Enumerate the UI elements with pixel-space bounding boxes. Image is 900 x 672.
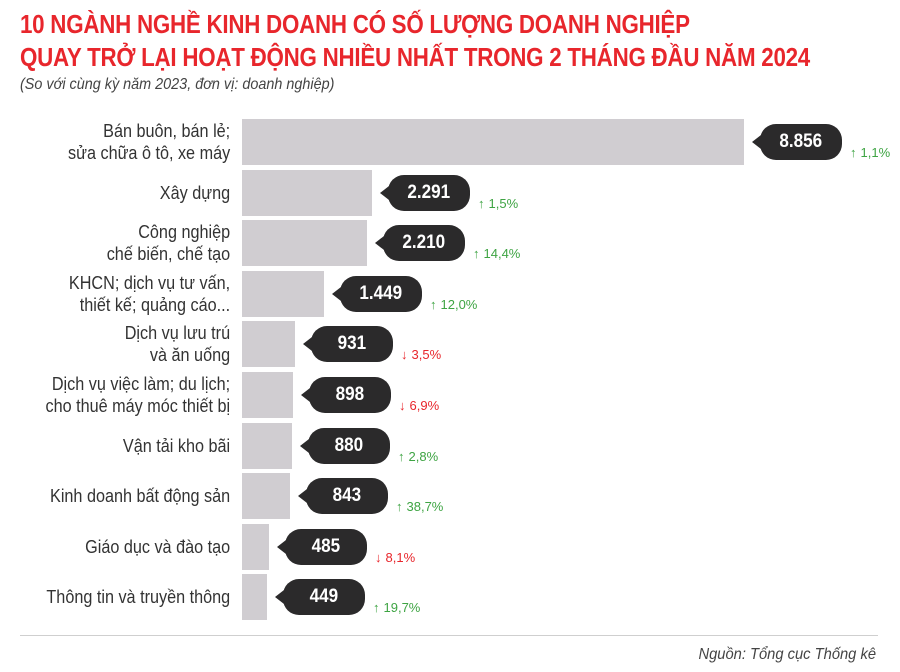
value-bubble: 485 [277,528,367,565]
value-label: 449 [309,586,339,608]
bar [242,169,372,216]
value-bubble: 898 [301,377,391,413]
value-label: 880 [334,434,364,456]
bar-row: Giáo dục và đào tạo 485 ↓ 8,1% [0,523,900,570]
value-bubble: 2.291 [380,174,470,211]
category-label: Công nghiệp chế biến, chế tạo [93,220,230,266]
bar [242,220,367,267]
value-label: 931 [337,333,367,355]
value-label: 8.856 [779,131,823,152]
value-label: 843 [332,485,362,507]
bar-row: Bán buôn, bán lẻ; sửa chữa ô tô, xe máy 8… [0,119,900,165]
value-bubble: 2.210 [375,225,465,262]
category-label-text: Thông tin và truyền thông [46,587,230,608]
arrow-down-icon: ↓ [399,398,406,413]
bar [242,270,324,317]
category-label-text: Dịch vụ việc làm; du lịch; cho thuê máy … [45,374,230,416]
category-label-text: Kinh doanh bất động sản [49,486,230,507]
bar [242,473,290,520]
category-label-text: Dịch vụ lưu trú và ăn uống [124,323,230,366]
arrow-up-icon: ↑ [478,195,485,211]
bar-row: Dịch vụ lưu trú và ăn uống 931 ↓ 3,5% [0,321,900,368]
change-percent: 3,5% [411,347,442,363]
bar [242,422,292,469]
change-indicator: ↓ 6,9% [399,398,439,413]
change-indicator: ↑ 19,7% [373,600,420,615]
change-indicator: ↑ 1,1% [850,145,890,160]
category-label-text: KHCN; dịch vụ tư vấn, thiết kế; quảng cá… [68,272,230,315]
change-percent: 1,5% [488,195,519,211]
bar [242,574,267,621]
bar-row: Công nghiệp chế biến, chế tạo 2.210 ↑ 14,4% [0,220,900,267]
value-bubble: 449 [275,579,365,616]
category-label: Vận tải kho bãi [111,423,230,469]
chart-subtitle: (So với cùng kỳ năm 2023, đơn vị: doanh … [20,76,335,93]
change-percent: 38,7% [406,499,444,515]
arrow-down-icon: ↓ [401,347,408,363]
value-label: 1.449 [359,282,403,304]
title-line-2: QUAY TRỞ LẠI HOẠT ĐỘNG NHIỀU NHẤT TRONG … [20,42,810,72]
category-label: Xây dựng [152,170,230,216]
bar-row: Kinh doanh bất động sản 843 ↑ 38,7% [0,473,900,520]
change-indicator: ↑ 14,4% [473,246,520,261]
change-indicator: ↑ 1,5% [478,196,518,211]
category-label: Giáo dục và đào tạo [69,524,230,570]
change-percent: 12,0% [440,296,478,312]
value-label: 898 [335,384,365,405]
arrow-up-icon: ↑ [850,145,857,160]
arrow-up-icon: ↑ [430,296,437,312]
arrow-up-icon: ↑ [398,448,405,464]
footer-divider [20,635,878,636]
bar-row: Thông tin và truyền thông 449 ↑ 19,7% [0,574,900,621]
change-indicator: ↓ 3,5% [401,347,441,362]
arrow-up-icon: ↑ [396,499,403,515]
bar [242,321,295,368]
title-line-1: 10 NGÀNH NGHỀ KINH DOANH CÓ SỐ LƯỢNG DOA… [20,9,690,39]
bar-row: Vận tải kho bãi 880 ↑ 2,8% [0,422,900,469]
change-indicator: ↑ 12,0% [430,297,477,312]
value-label: 2.210 [402,232,446,254]
category-label: Kinh doanh bất động sản [30,473,230,519]
category-label: Bán buôn, bán lẻ; sửa chữa ô tô, xe máy [50,119,230,165]
bar-row: KHCN; dịch vụ tư vấn, thiết kế; quảng cá… [0,270,900,317]
change-percent: 8,1% [385,549,416,565]
value-bubble: 8.856 [752,124,842,160]
value-bubble: 880 [300,427,390,464]
category-label: Dịch vụ việc làm; du lịch; cho thuê máy … [25,372,230,418]
category-label: KHCN; dịch vụ tư vấn, thiết kế; quảng cá… [51,271,230,317]
change-percent: 2,8% [408,448,439,464]
category-label: Dịch vụ lưu trú và ăn uống [113,321,230,367]
chart-title: 10 NGÀNH NGHỀ KINH DOANH CÓ SỐ LƯỢNG DOA… [20,8,810,74]
value-bubble: 1.449 [332,275,422,312]
bar [242,523,269,570]
bar-row: Dịch vụ việc làm; du lịch; cho thuê máy … [0,372,900,418]
category-label-text: Vận tải kho bãi [122,435,230,456]
category-label: Thông tin và truyền thông [26,574,230,620]
bar [242,119,744,165]
arrow-up-icon: ↑ [473,246,480,262]
category-label-text: Công nghiệp chế biến, chế tạo [106,222,230,265]
bar [242,372,293,418]
change-percent: 1,1% [860,145,891,160]
arrow-down-icon: ↓ [375,549,382,565]
change-percent: 6,9% [409,398,440,413]
source-note: Nguồn: Tổng cục Thống kê [698,646,876,663]
arrow-up-icon: ↑ [373,600,380,616]
change-indicator: ↑ 2,8% [398,449,438,464]
value-label: 485 [311,535,341,557]
bar-row: Xây dựng 2.291 ↑ 1,5% [0,169,900,216]
value-bubble: 843 [298,478,388,515]
value-label: 2.291 [407,181,451,203]
change-percent: 19,7% [383,600,421,616]
category-label-text: Giáo dục và đào tạo [84,536,230,557]
category-label-text: Xây dựng [159,182,230,203]
change-percent: 14,4% [483,246,521,262]
change-indicator: ↑ 38,7% [396,499,443,514]
change-indicator: ↓ 8,1% [375,550,415,565]
value-bubble: 931 [303,326,393,363]
category-label-text: Bán buôn, bán lẻ; sửa chữa ô tô, xe máy [67,121,230,163]
